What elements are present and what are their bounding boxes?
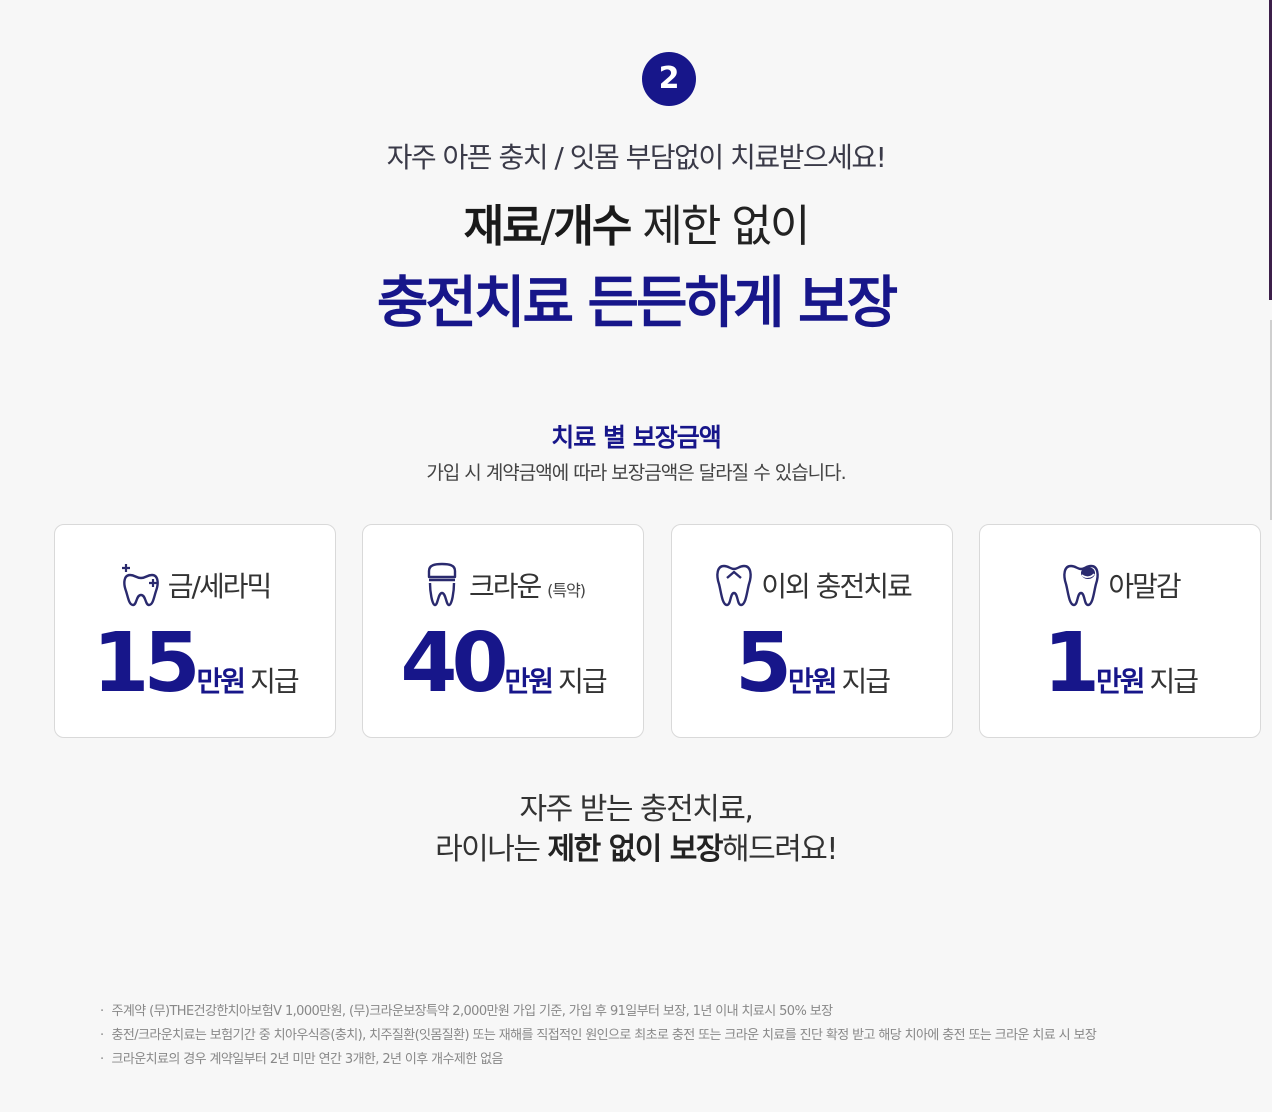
intro-subtitle: 자주 아픈 충치 / 잇몸 부담없이 치료받으세요!: [386, 141, 887, 174]
card-tail: 지급: [250, 665, 300, 698]
section-description: 가입 시 계약금액에 따라 보장금액은 달라질 수 있습니다.: [426, 462, 846, 484]
card-tail: 지급: [1149, 665, 1200, 698]
card-title-row: 이외 충전치료: [672, 561, 952, 609]
headline-rest: 제한 없이: [630, 201, 810, 252]
card-amount-row: 5 만원 지급: [672, 621, 952, 707]
card-amount-row: 15 만원 지급: [55, 621, 335, 707]
card-title-note: (특약): [547, 581, 586, 600]
coverage-card-crown: 크라운 (특약) 40 만원 지급: [362, 524, 644, 738]
card-tail: 지급: [841, 665, 892, 698]
closing-line-1: 자주 받는 충전치료,: [519, 792, 754, 827]
card-title: 이외 충전치료: [761, 570, 912, 603]
card-title-row: 크라운 (특약): [363, 561, 643, 609]
card-title: 금/세라믹: [167, 570, 272, 603]
closing-line-2: 라이나는 제한 없이 보장해드려요!: [0, 824, 1272, 868]
card-title-text: 크라운: [468, 570, 542, 603]
coverage-card-gold-ceramic: 금/세라믹 15 만원 지급: [54, 524, 336, 738]
card-amount: 1: [1042, 616, 1100, 711]
section-title: 치료 별 보장금액: [551, 423, 721, 452]
card-amount: 15: [92, 616, 200, 711]
footnote-item: 주계약 (무)THE건강한치아보험V 1,000만원, (무)크라운보장특약 2…: [100, 1000, 1220, 1024]
card-title: 크라운 (특약): [468, 565, 586, 605]
closing-post: 해드려요!: [722, 832, 838, 867]
tooth-sparkle-icon: [121, 564, 159, 607]
tooth-crown-icon: [427, 562, 457, 607]
headline-bold-count: 개수: [553, 201, 632, 252]
card-title: 아말감: [1108, 570, 1181, 603]
card-amount-row: 1 만원 지급: [980, 621, 1260, 707]
card-tail: 지급: [558, 665, 608, 698]
tooth-filling-icon: [716, 564, 753, 607]
intro-headline-1: 재료/개수 제한 없이: [0, 190, 1272, 254]
closing-pre: 라이나는: [435, 832, 548, 867]
headline-separator: /: [540, 201, 556, 252]
tooth-amalgam-icon: [1063, 564, 1100, 607]
coverage-card-other-filling: 이외 충전치료 5 만원 지급: [671, 524, 953, 738]
footnotes: 주계약 (무)THE건강한치아보험V 1,000만원, (무)크라운보장특약 2…: [100, 1000, 1220, 1072]
card-title-row: 아말감: [980, 561, 1260, 609]
coverage-card-amalgam: 아말감 1 만원 지급: [979, 524, 1261, 738]
closing-bold: 제한 없이 보장: [547, 832, 724, 867]
footnote-item: 크라운치료의 경우 계약일부터 2년 미만 연간 3개한, 2년 이후 개수제한…: [100, 1048, 1220, 1072]
card-unit: 만원: [788, 665, 838, 698]
step-number-badge: 2: [642, 52, 696, 106]
card-title-row: 금/세라믹: [55, 561, 335, 609]
card-amount: 40: [400, 616, 508, 711]
edge-divider: [1270, 320, 1272, 520]
card-amount: 5: [734, 616, 792, 711]
footnote-item: 충전/크라운치료는 보험기간 중 치아우식증(충치), 치주질환(잇몸질환) 또…: [100, 1024, 1220, 1048]
intro-headline-2: 충전치료 든든하게 보장: [376, 271, 898, 336]
card-amount-row: 40 만원 지급: [363, 621, 643, 707]
headline-bold-material: 재료: [463, 201, 543, 252]
card-unit: 만원: [504, 665, 555, 698]
card-unit: 만원: [1096, 665, 1146, 698]
edge-scrollbar[interactable]: [1269, 0, 1272, 300]
card-unit: 만원: [196, 665, 247, 698]
